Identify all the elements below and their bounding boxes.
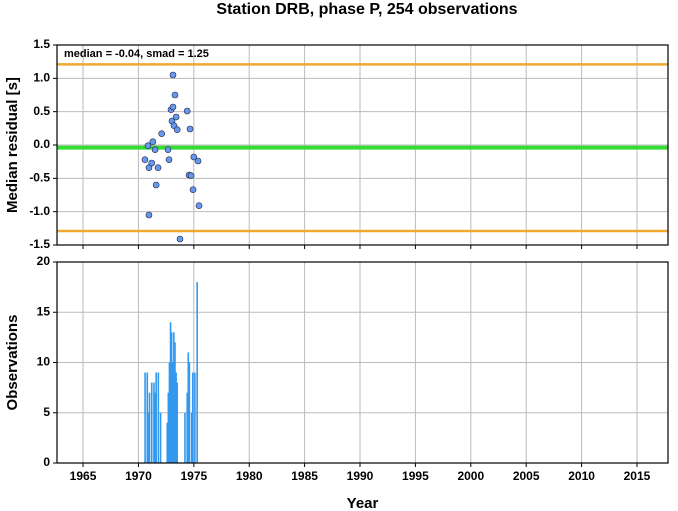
bar	[153, 382, 155, 463]
plot-frame	[56, 261, 669, 464]
bar	[167, 392, 170, 463]
x-tick-label: 1985	[291, 469, 318, 483]
annotation: median = -0.04, smad = 1.25	[64, 48, 209, 60]
bar	[184, 412, 186, 463]
y-tick-label: -1.5	[29, 237, 50, 251]
bar	[175, 372, 177, 463]
x-tick-label: 1995	[402, 469, 429, 483]
bar	[155, 372, 157, 463]
bar	[190, 412, 193, 463]
y-tick-label: 1.5	[33, 37, 50, 51]
bar	[150, 382, 153, 463]
point	[141, 156, 149, 163]
y-axis-label: Observations	[4, 315, 21, 411]
x-tick-label: 2015	[624, 469, 651, 483]
x-tick-label: 2010	[568, 469, 595, 483]
point	[171, 91, 179, 99]
x-tick-label: 2000	[457, 469, 484, 483]
point	[149, 138, 157, 145]
x-tick-label: 1980	[236, 469, 263, 483]
y-tick-label: 0	[43, 455, 50, 469]
bar	[144, 372, 146, 463]
point	[158, 130, 165, 137]
point	[173, 126, 181, 133]
y-tick-label: 15	[37, 304, 51, 318]
y-tick-label: -0.5	[29, 171, 50, 185]
y-tick-label: 0.0	[33, 137, 50, 151]
bar	[148, 392, 151, 463]
bar	[173, 332, 175, 463]
bar	[174, 342, 176, 463]
y-axis-label: Median residual [s]	[4, 77, 21, 213]
bar	[186, 392, 188, 463]
y-tick-label: 5	[43, 405, 50, 419]
bar	[187, 352, 190, 463]
bar	[154, 392, 156, 463]
bar	[157, 372, 160, 463]
point	[186, 125, 194, 133]
bar	[159, 412, 162, 463]
x-tick-label: 1970	[125, 469, 152, 483]
point	[176, 235, 184, 243]
bar	[171, 362, 174, 463]
point	[164, 146, 172, 153]
x-tick-label: 1965	[70, 469, 97, 483]
point	[172, 113, 180, 121]
y-tick-label: 20	[37, 254, 51, 268]
point	[189, 186, 197, 193]
point	[190, 153, 198, 161]
bar	[176, 382, 179, 463]
point	[154, 164, 162, 171]
point	[151, 146, 159, 153]
bar	[196, 282, 198, 463]
bar	[168, 362, 171, 463]
point	[183, 107, 191, 115]
point	[165, 156, 173, 163]
x-axis-label: Year	[347, 495, 379, 511]
point	[148, 159, 156, 167]
y-tick-label: 10	[37, 355, 51, 369]
point	[187, 172, 195, 179]
bar	[188, 362, 191, 463]
point	[145, 211, 153, 219]
point	[194, 157, 202, 165]
bar	[146, 372, 149, 463]
y-tick-label: 0.5	[33, 104, 50, 118]
x-tick-label: 1990	[347, 469, 374, 483]
y-tick-label: 1.0	[33, 71, 50, 85]
chart-title: Station DRB, phase P, 254 observations	[216, 1, 517, 18]
point	[169, 103, 177, 111]
bar	[169, 322, 172, 463]
point	[144, 142, 152, 149]
bar	[194, 372, 196, 463]
point	[195, 202, 203, 209]
bar	[191, 372, 194, 463]
x-tick-label: 2005	[513, 469, 540, 483]
bar	[170, 332, 173, 463]
plot-frame	[56, 44, 669, 246]
point	[152, 181, 160, 189]
point	[169, 71, 177, 79]
bar	[147, 412, 150, 463]
bar	[166, 422, 169, 463]
y-tick-label: -1.0	[29, 204, 50, 218]
x-tick-label: 1975	[180, 469, 207, 483]
